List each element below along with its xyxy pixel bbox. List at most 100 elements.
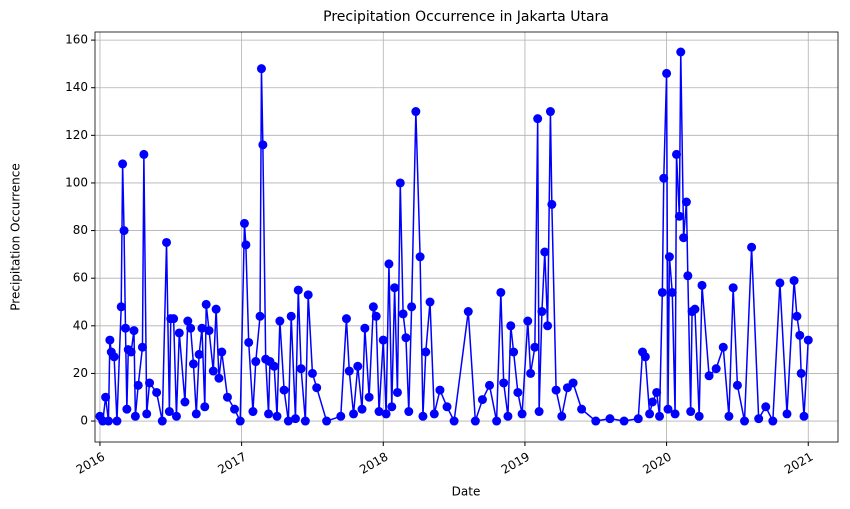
y-tick-label: 120 <box>65 128 88 142</box>
data-point <box>197 323 207 333</box>
data-point <box>754 414 764 424</box>
data-point <box>509 347 519 357</box>
data-point <box>657 287 667 297</box>
data-point <box>256 64 266 74</box>
data-point <box>390 283 400 293</box>
chart-title: Precipitation Occurrence in Jakarta Utar… <box>323 9 609 25</box>
data-point <box>401 333 411 343</box>
data-point <box>799 411 809 421</box>
data-point <box>795 330 805 340</box>
data-point <box>633 414 643 424</box>
data-point <box>200 402 210 412</box>
data-point <box>418 411 428 421</box>
data-point <box>194 349 204 359</box>
data-point <box>485 380 495 390</box>
data-point <box>300 416 310 426</box>
data-point <box>803 335 813 345</box>
data-point <box>244 337 254 347</box>
data-point <box>674 211 684 221</box>
data-point <box>222 392 232 402</box>
data-point <box>768 416 778 426</box>
data-point <box>728 283 738 293</box>
data-point <box>667 287 677 297</box>
data-point <box>103 416 113 426</box>
data-point <box>235 416 245 426</box>
plot-frame <box>94 31 839 443</box>
data-point <box>664 252 674 262</box>
x-tick-label: 2019 <box>499 450 532 477</box>
x-tick-label: 2018 <box>357 450 390 477</box>
data-point <box>183 316 193 326</box>
data-point <box>537 307 547 317</box>
data-point <box>208 366 218 376</box>
data-point <box>258 140 268 150</box>
data-point <box>109 352 119 362</box>
data-point <box>724 411 734 421</box>
data-point <box>364 392 374 402</box>
data-point <box>398 309 408 319</box>
data-point <box>747 242 757 252</box>
data-point <box>152 387 162 397</box>
data-point <box>415 252 425 262</box>
data-point <box>526 368 536 378</box>
data-point <box>133 380 143 390</box>
data-point <box>269 361 279 371</box>
data-point <box>568 378 578 388</box>
data-point <box>188 359 198 369</box>
data-point <box>120 323 130 333</box>
data-point <box>732 380 742 390</box>
data-point <box>655 411 665 421</box>
data-point <box>577 404 587 414</box>
data-point <box>429 409 439 419</box>
data-point <box>374 407 384 417</box>
data-point <box>174 328 184 338</box>
data-point <box>789 276 799 286</box>
data-point <box>186 323 196 333</box>
data-point <box>470 416 480 426</box>
data-point <box>407 302 417 312</box>
data-point <box>404 407 414 417</box>
data-point <box>411 107 421 117</box>
y-tick-label: 80 <box>73 223 88 237</box>
data-point <box>378 335 388 345</box>
data-point <box>381 409 391 419</box>
data-point <box>533 114 543 124</box>
data-point <box>694 411 704 421</box>
x-axis-label: Date <box>452 485 481 499</box>
data-point <box>652 387 662 397</box>
data-point <box>122 404 132 414</box>
data-point <box>761 402 771 412</box>
data-point <box>659 173 669 183</box>
y-tick-label: 100 <box>65 175 88 189</box>
data-point <box>534 407 544 417</box>
data-point <box>162 237 172 247</box>
data-point <box>217 347 227 357</box>
data-point <box>344 366 354 376</box>
data-point <box>670 409 680 419</box>
data-point <box>513 387 523 397</box>
data-point <box>435 385 445 395</box>
data-point <box>492 416 502 426</box>
data-point <box>126 347 136 357</box>
data-point <box>303 290 313 300</box>
data-point <box>697 280 707 290</box>
data-point <box>425 297 435 307</box>
data-point <box>322 416 332 426</box>
data-point <box>191 409 201 419</box>
data-point <box>272 411 282 421</box>
data-point <box>740 416 750 426</box>
data-point <box>214 373 224 383</box>
data-point <box>384 259 394 269</box>
data-point <box>683 271 693 281</box>
data-point <box>792 311 802 321</box>
data-point <box>551 385 561 395</box>
data-point <box>255 311 265 321</box>
data-point <box>387 402 397 412</box>
data-point <box>312 383 322 393</box>
data-point <box>296 364 306 374</box>
data-point <box>619 416 629 426</box>
data-point <box>449 416 459 426</box>
data-point <box>118 159 128 169</box>
data-point <box>336 411 346 421</box>
